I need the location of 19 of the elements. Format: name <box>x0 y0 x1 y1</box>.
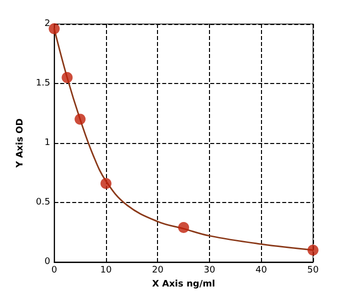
x-tick-label: 0 <box>51 266 58 276</box>
x-tick-label: 30 <box>204 266 216 276</box>
point <box>178 222 190 233</box>
x-tick-label: 40 <box>256 266 268 276</box>
point <box>48 23 60 34</box>
y-tick-label: 1.5 <box>36 78 50 88</box>
point <box>100 178 112 189</box>
x-tick-label: 10 <box>100 266 112 276</box>
point <box>308 244 318 256</box>
y-tick-label: 2 <box>44 19 50 29</box>
y-tick-label: 0.5 <box>36 198 50 208</box>
y-tick-label: 1 <box>44 138 50 148</box>
point <box>74 114 86 125</box>
point <box>62 72 73 84</box>
x-tick-label: 50 <box>307 266 319 276</box>
x-axis-title: X Axis ng/ml <box>152 280 216 290</box>
y-tick-label: 0 <box>44 257 50 267</box>
x-tick-label: 20 <box>152 266 164 276</box>
y-axis-title: Y Axis OD <box>16 118 26 169</box>
